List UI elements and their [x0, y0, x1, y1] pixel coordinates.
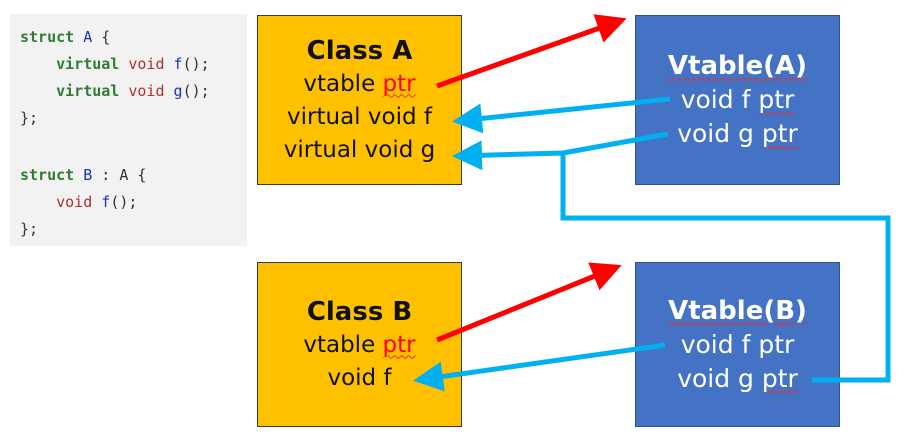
code-token: g [173, 82, 183, 100]
vtable-a-g-ptr: ptr [761, 119, 798, 148]
class-b-title: Class B [306, 296, 413, 327]
vtable-b-g-to-class-a-g-connector [560, 155, 891, 383]
code-line: }; [20, 105, 247, 132]
code-token: B [83, 166, 93, 184]
vtable-b-g-ptr: ptr [761, 363, 798, 393]
vtable-a-box: Vtable(A) void f ptr void g ptr [635, 15, 840, 185]
code-token: { [92, 28, 111, 46]
vtable-a-g-to-class-a-g-arrow [452, 131, 669, 171]
code-token: }; [20, 220, 39, 238]
vtable-a-g-label: void g [677, 119, 762, 148]
vtable-a-g-row: void g ptr [677, 117, 798, 151]
code-token: void [128, 82, 174, 100]
code-snippet: struct A { virtual void f(); virtual voi… [10, 14, 247, 246]
vtable-a-f-to-class-a-f-arrow [452, 96, 671, 134]
code-line: virtual void f(); [20, 51, 247, 78]
code-token: (); [182, 55, 210, 73]
vtable-b-g-row: void g ptr [677, 362, 798, 396]
class-a-title: Class A [306, 35, 413, 66]
vtable-a-f-row: void f ptr [681, 83, 795, 117]
class-a-vtable-ptr-row: vtable ptr [303, 68, 415, 101]
vtable-a-f-label: void f [680, 85, 759, 114]
vtable-b-g-label: void g [677, 363, 762, 393]
code-token: struct [20, 28, 84, 46]
vtable-a-f-ptr: ptr [758, 85, 795, 114]
vtable-b-f-row: void f ptr [680, 329, 795, 359]
code-line: struct B : A { [20, 162, 247, 189]
code-line: void f(); [20, 189, 247, 216]
code-token: struct [20, 166, 84, 184]
code-line: }; [20, 216, 247, 243]
code-token: (); [110, 193, 138, 211]
class-a-vtable-label: vtable [303, 70, 383, 97]
class-b-vtable-label: vtable [303, 331, 383, 358]
class-b-void-f: void f [327, 364, 392, 391]
vtable-b-box: Vtable(B) void f ptr void g ptr [635, 262, 840, 427]
code-token: virtual [20, 55, 129, 73]
class-b-box: Class B vtable ptr void f [257, 262, 462, 427]
vtable-a-title: Vtable(A) [667, 51, 808, 81]
class-a-virtual-f: virtual void f [287, 103, 432, 130]
code-token: }; [20, 109, 39, 127]
class-b-ptr-label: ptr [382, 331, 416, 358]
class-a-ptr-label: ptr [382, 70, 416, 97]
code-line: virtual void g(); [20, 78, 247, 105]
code-token: virtual [20, 82, 129, 100]
vtable-b-f-to-class-b-f-arrow [413, 342, 666, 392]
class-a-vtable-pointer-arrow [436, 14, 627, 89]
code-token: : A { [92, 166, 147, 184]
code-line: struct A { [20, 24, 247, 51]
code-token: f [101, 193, 111, 211]
class-a-virtual-g: virtual void g [283, 136, 436, 163]
vtable-b-title: Vtable(B) [668, 295, 807, 326]
code-token: f [173, 55, 183, 73]
code-token: void [20, 193, 102, 211]
class-b-vtable-pointer-arrow [436, 262, 622, 343]
class-a-box: Class A vtable ptr virtual void f virtua… [257, 15, 462, 185]
class-b-vtable-ptr-row: vtable ptr [303, 329, 415, 362]
code-token: (); [182, 82, 210, 100]
code-token: void [128, 55, 174, 73]
code-token: A [83, 28, 93, 46]
